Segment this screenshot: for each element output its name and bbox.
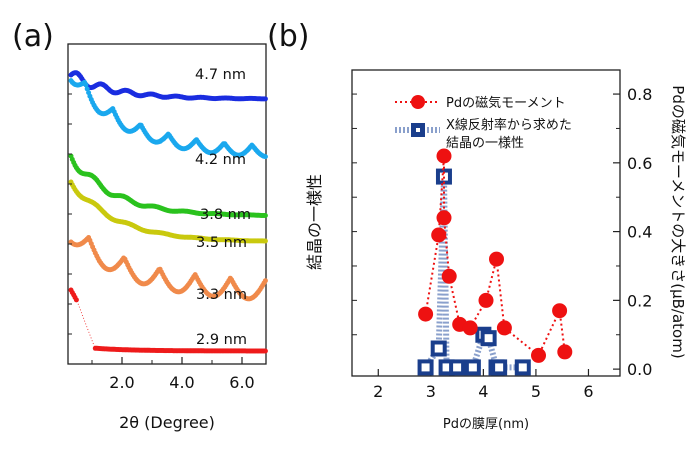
- uniformity-marker-center: [442, 363, 451, 372]
- panel-b-x-tick-label: 2: [373, 382, 383, 401]
- panel-b-frame: [351, 69, 621, 377]
- legend-uniformity-label: X線反射率から求めた 結晶の一様性: [446, 117, 576, 151]
- moment-marker: [418, 306, 434, 322]
- moment-marker: [436, 148, 452, 164]
- panel-a-series-label: 2.9 nm: [196, 332, 247, 348]
- panel-a-x-axis-label: 2θ (Degree): [119, 413, 215, 432]
- panel-a-point: [83, 82, 89, 88]
- panel-a-point: [262, 213, 268, 218]
- uniformity-marker-center: [434, 344, 443, 353]
- panel-a-point: [262, 96, 268, 102]
- panel-a-x-tick-label: 2.0: [109, 373, 134, 392]
- panel-a-point: [262, 348, 268, 354]
- panel-a-curves: 4.7 nm 4.2 nm 3.8 nm 3.5 nm 3.3 nm 2.9 nm: [68, 67, 268, 354]
- uniformity-marker-center: [468, 363, 477, 372]
- panel-a-label: (a): [12, 19, 54, 54]
- panel-a-series-label: 3.3 nm: [196, 287, 247, 303]
- moment-marker: [478, 292, 494, 308]
- uniformity-marker-center: [518, 363, 527, 372]
- panel-b-x-tick-label: 5: [531, 382, 541, 401]
- uniformity-marker-center: [421, 363, 430, 372]
- panel-a-x-ticks: 2.0 4.0 6.0: [68, 93, 255, 392]
- panel-a-series-3: [68, 179, 268, 244]
- panel-b-series: [417, 148, 573, 376]
- panel-b-label: (b): [267, 19, 309, 54]
- panel-a-series-4: [68, 235, 268, 302]
- legend-moment-label: Pdの磁気モーメント: [446, 95, 566, 111]
- panel-a-point: [262, 154, 268, 160]
- moment-marker: [531, 347, 546, 363]
- panel-a-x-tick-label: 4.0: [169, 373, 194, 392]
- legend-uniformity-marker-center: [416, 128, 420, 132]
- legend-moment-marker: [411, 95, 425, 109]
- uniformity-line: [423, 176, 523, 371]
- panel-b-left-axis-label: 結晶の一様性: [305, 174, 324, 270]
- panel-a-series-2: [68, 153, 268, 218]
- panel-a-x-tick-label: 6.0: [229, 373, 254, 392]
- moment-marker: [441, 268, 457, 284]
- panel-b-legend: Pdの磁気モーメント X線反射率から求めた 結晶の一様性: [395, 95, 576, 151]
- panel-b-x-tick-label: 4: [478, 382, 488, 401]
- panel-b-y-tick-label: 0.2: [627, 291, 652, 310]
- panel-b-ticks: 2 3 4 5 6 0.0 0.2 0.4 0.6 0.8: [352, 85, 652, 401]
- panel-a-series-label: 3.5 nm: [196, 235, 247, 251]
- panel-a-dotted-segment: [76, 300, 96, 349]
- uniformity-marker-center: [453, 363, 462, 372]
- panel-b-right-axis-label: Pdの磁気モーメントの大きさ(μB/atom): [669, 85, 687, 358]
- panel-a-frame: [67, 43, 267, 365]
- moment-marker: [431, 227, 447, 243]
- panel-a-series-1: [68, 78, 268, 160]
- moment-marker: [436, 210, 452, 226]
- panel-a-series-5: [68, 287, 268, 354]
- moment-marker: [489, 251, 504, 267]
- panel-b-x-axis-label: Pdの膜厚(nm): [443, 417, 529, 432]
- panel-b-y-tick-label: 0.8: [627, 85, 652, 104]
- panel-a-series-label: 4.2 nm: [195, 152, 246, 168]
- panel-b-x-tick-label: 3: [426, 382, 436, 401]
- uniformity-marker-center: [439, 172, 448, 181]
- uniformity-marker-center: [484, 334, 493, 343]
- moment-marker: [496, 320, 512, 336]
- panel-b-y-tick-label: 0.6: [627, 154, 652, 173]
- moment-marker: [462, 320, 478, 336]
- panel-a-series-label: 4.7 nm: [195, 67, 246, 83]
- panel-b-y-tick-label: 0.4: [627, 223, 652, 242]
- panel-b-x-tick-label: 6: [583, 382, 593, 401]
- panel-a-series-label: 3.8 nm: [200, 207, 251, 223]
- uniformity-marker-center: [495, 363, 504, 372]
- moment-marker: [552, 303, 568, 319]
- panel-a-point: [262, 238, 268, 244]
- panel-a-point: [73, 297, 79, 303]
- panel-b-y-tick-label: 0.0: [627, 360, 652, 379]
- moment-marker: [557, 344, 573, 360]
- panel-a-point: [262, 278, 268, 284]
